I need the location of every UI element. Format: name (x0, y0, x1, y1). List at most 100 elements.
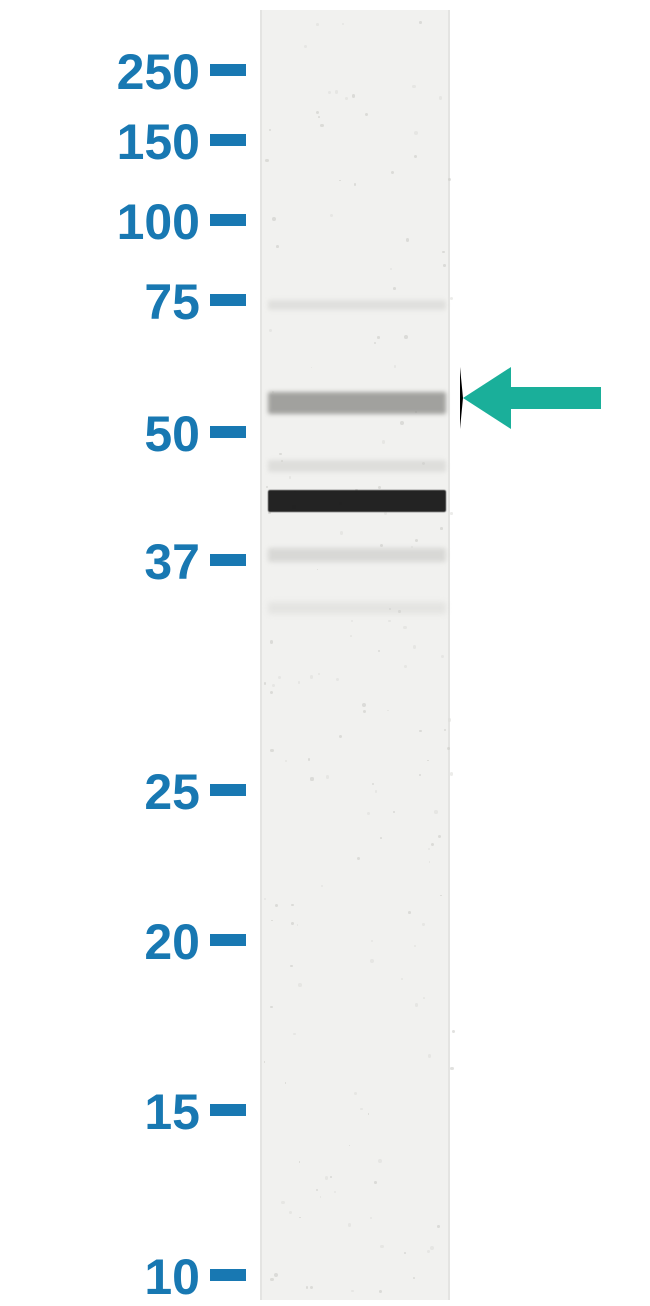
noise-speck (351, 620, 353, 622)
noise-speck (440, 527, 443, 530)
noise-speck (439, 96, 442, 99)
mw-marker-tick (210, 64, 246, 76)
noise-speck (371, 940, 373, 942)
noise-speck (450, 1067, 454, 1071)
noise-speck (297, 924, 299, 926)
noise-speck (316, 23, 319, 26)
noise-speck (334, 1191, 336, 1193)
noise-speck (400, 421, 404, 425)
noise-speck (281, 1201, 285, 1205)
noise-speck (393, 811, 395, 813)
noise-speck (448, 178, 451, 181)
noise-speck (308, 758, 311, 761)
noise-speck (310, 1286, 314, 1290)
noise-speck (264, 898, 266, 900)
protein-band (268, 490, 446, 512)
noise-speck (427, 760, 429, 762)
mw-marker-label: 10 (144, 1248, 200, 1306)
noise-speck (270, 691, 273, 694)
noise-speck (391, 171, 394, 174)
noise-speck (379, 1290, 382, 1293)
noise-speck (414, 155, 417, 158)
noise-speck (354, 1092, 357, 1095)
noise-speck (269, 329, 273, 333)
noise-speck (270, 749, 274, 753)
noise-speck (431, 843, 434, 846)
noise-speck (448, 718, 451, 721)
noise-speck (406, 238, 409, 241)
mw-marker-label: 25 (144, 763, 200, 821)
noise-speck (352, 94, 355, 97)
mw-marker-tick (210, 134, 246, 146)
noise-speck (430, 1246, 434, 1250)
noise-speck (340, 531, 344, 535)
noise-speck (270, 1006, 273, 1009)
noise-speck (419, 730, 421, 732)
noise-speck (290, 965, 293, 968)
noise-speck (266, 486, 268, 488)
noise-speck (378, 1159, 382, 1163)
noise-speck (317, 569, 319, 571)
noise-speck (330, 214, 334, 218)
noise-speck (269, 129, 271, 131)
noise-speck (388, 620, 391, 623)
noise-speck (325, 1176, 329, 1180)
mw-marker-label: 15 (144, 1083, 200, 1141)
noise-speck (270, 1278, 273, 1281)
noise-speck (318, 673, 320, 675)
noise-speck (419, 21, 422, 24)
noise-speck (370, 959, 374, 963)
noise-speck (440, 895, 442, 897)
noise-speck (320, 124, 324, 128)
noise-speck (320, 1196, 322, 1198)
noise-speck (289, 1211, 292, 1214)
arrow-shaft (511, 387, 601, 409)
noise-speck (372, 783, 374, 785)
noise-speck (377, 336, 379, 338)
noise-speck (403, 626, 407, 630)
noise-speck (278, 676, 281, 679)
noise-speck (444, 729, 446, 731)
noise-speck (274, 1273, 278, 1277)
noise-speck (310, 777, 313, 780)
noise-speck (271, 920, 273, 922)
noise-speck (363, 710, 366, 713)
noise-speck (291, 922, 294, 925)
noise-speck (438, 835, 441, 838)
western-blot-figure: 25015010075503725201510 (0, 0, 650, 1300)
noise-speck (293, 1033, 295, 1035)
noise-speck (378, 650, 380, 652)
mw-marker-tick (210, 214, 246, 226)
noise-speck (374, 342, 377, 345)
noise-speck (414, 131, 418, 135)
noise-speck (380, 544, 383, 547)
noise-speck (345, 97, 348, 100)
target-band-arrow-icon (460, 367, 601, 429)
noise-speck (289, 476, 291, 478)
noise-speck (362, 703, 366, 707)
noise-speck (413, 1277, 415, 1279)
noise-speck (408, 911, 411, 914)
noise-speck (404, 335, 408, 339)
noise-speck (434, 810, 438, 814)
mw-marker-tick (210, 1104, 246, 1116)
noise-speck (384, 512, 387, 515)
noise-speck (412, 85, 416, 89)
noise-speck (316, 1189, 318, 1191)
noise-speck (380, 837, 382, 839)
mw-marker-tick (210, 554, 246, 566)
noise-speck (354, 183, 357, 186)
mw-marker-tick (210, 784, 246, 796)
noise-speck (285, 1082, 287, 1084)
mw-marker-label: 50 (144, 405, 200, 463)
noise-speck (299, 1161, 301, 1163)
noise-speck (336, 678, 339, 681)
noise-speck (272, 217, 276, 221)
noise-speck (404, 665, 407, 668)
noise-speck (378, 486, 382, 490)
noise-speck (279, 453, 281, 455)
noise-speck (275, 904, 278, 907)
noise-speck (310, 675, 313, 678)
noise-speck (374, 1181, 377, 1184)
noise-speck (443, 264, 446, 267)
